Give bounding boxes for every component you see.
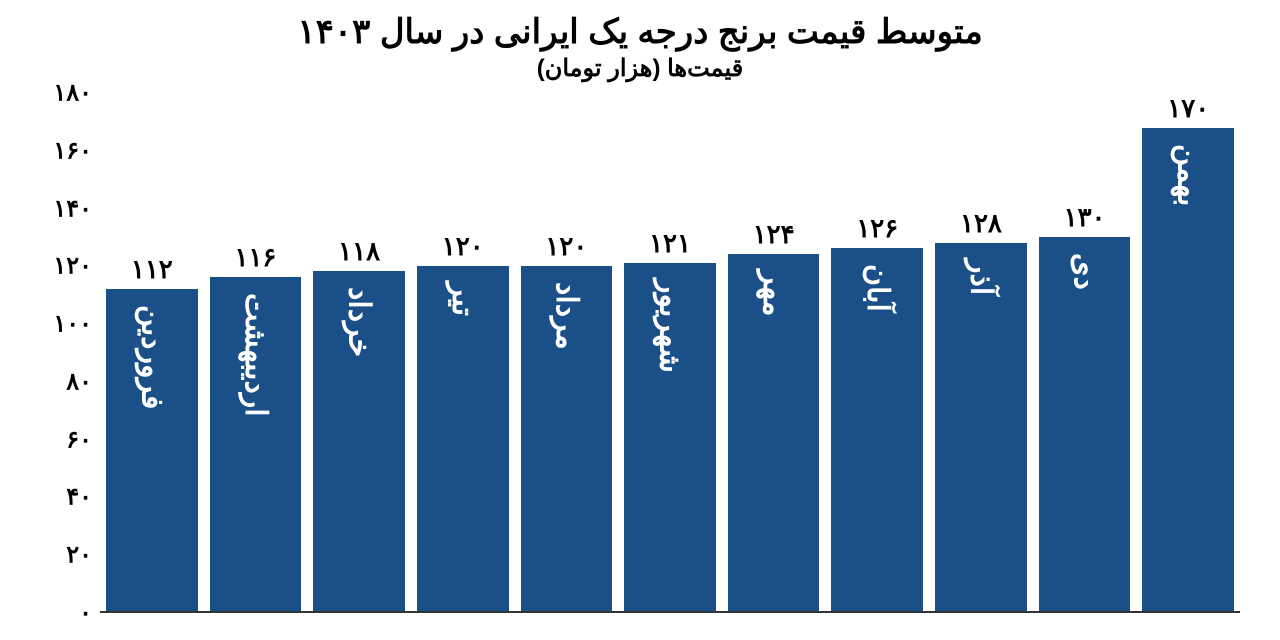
bar-category-label: اردیبهشت bbox=[238, 293, 273, 417]
y-tick: ۴۰ bbox=[66, 483, 92, 512]
y-tick: ۱۲۰ bbox=[53, 252, 92, 281]
bar-value-label: ۱۲۴ bbox=[753, 219, 795, 250]
bar-category-label: بهمن bbox=[1171, 144, 1206, 206]
y-tick: ۱۰۰ bbox=[53, 310, 92, 339]
bar-rect: فروردین bbox=[106, 289, 198, 611]
bar-column: ۱۷۰ بهمن bbox=[1136, 93, 1240, 611]
bar-category-label: آبان bbox=[860, 264, 895, 312]
bar-category-label: تیر bbox=[445, 282, 480, 316]
bar-rect: تیر bbox=[417, 266, 509, 611]
bar-rect: دی bbox=[1039, 237, 1131, 611]
bar-rect: اردیبهشت bbox=[210, 277, 302, 611]
chart-container: متوسط قیمت برنج درجه یک ایرانی در سال ۱۴… bbox=[0, 0, 1280, 640]
bar-column: ۱۲۱ شهریور bbox=[618, 93, 722, 611]
bar-value-label: ۱۱۲ bbox=[131, 254, 173, 285]
bar-column: ۱۲۴ مهر bbox=[722, 93, 826, 611]
chart-title: متوسط قیمت برنج درجه یک ایرانی در سال ۱۴… bbox=[40, 12, 1240, 52]
bar-value-label: ۱۲۱ bbox=[649, 228, 691, 259]
y-tick: ۶۰ bbox=[66, 425, 92, 454]
bar-value-label: ۱۲۶ bbox=[856, 213, 898, 244]
bar-rect: خرداد bbox=[313, 271, 405, 611]
bar-column: ۱۱۲ فروردین bbox=[100, 93, 204, 611]
bar-rect: مرداد bbox=[521, 266, 613, 611]
bar-category-label: مهر bbox=[756, 270, 791, 316]
y-axis: ۰۲۰۴۰۶۰۸۰۱۰۰۱۲۰۱۴۰۱۶۰۱۸۰ bbox=[40, 93, 100, 613]
plot-area: ۰۲۰۴۰۶۰۸۰۱۰۰۱۲۰۱۴۰۱۶۰۱۸۰ ۱۱۲فروردین۱۱۶ار… bbox=[40, 93, 1240, 613]
y-tick: ۱۸۰ bbox=[53, 79, 92, 108]
bar-column: ۱۱۶ اردیبهشت bbox=[204, 93, 308, 611]
bar-category-label: مرداد bbox=[549, 282, 584, 350]
bar-rect: مهر bbox=[728, 254, 820, 611]
bar-rect: آبان bbox=[831, 248, 923, 611]
bar-column: ۱۲۸ آذر bbox=[929, 93, 1033, 611]
bar-rect: بهمن bbox=[1142, 128, 1234, 611]
bar-category-label: خرداد bbox=[342, 287, 377, 357]
y-tick: ۱۴۰ bbox=[53, 194, 92, 223]
y-tick: ۱۶۰ bbox=[53, 136, 92, 165]
bar-column: ۱۳۰ دی bbox=[1033, 93, 1137, 611]
bars-area: ۱۱۲ فروردین ۱۱۶ اردیبهشت ۱۱۸ خرداد ۱۲۰ تیر ۱۲۰ مر… bbox=[100, 93, 1240, 613]
bar-rect: شهریور bbox=[624, 263, 716, 611]
bar-value-label: ۱۳۰ bbox=[1064, 202, 1106, 233]
bar-column: ۱۲۰ تیر bbox=[411, 93, 515, 611]
bar-value-label: ۱۱۸ bbox=[338, 236, 380, 267]
y-tick: ۸۰ bbox=[66, 367, 92, 396]
bar-column: ۱۱۸ خرداد bbox=[307, 93, 411, 611]
bar-value-label: ۱۲۰ bbox=[442, 231, 484, 262]
bar-value-label: ۱۲۰ bbox=[545, 231, 587, 262]
bar-value-label: ۱۲۸ bbox=[960, 208, 1002, 239]
bar-value-label: ۱۷۰ bbox=[1167, 93, 1209, 124]
y-tick: ۲۰ bbox=[66, 541, 92, 570]
y-tick: ۰ bbox=[79, 599, 92, 628]
bar-column: ۱۲۰ مرداد bbox=[515, 93, 619, 611]
bar-value-label: ۱۱۶ bbox=[235, 242, 277, 273]
bar-column: ۱۲۶ آبان bbox=[825, 93, 929, 611]
bar-category-label: شهریور bbox=[653, 279, 688, 373]
bar-category-label: فروردین bbox=[134, 305, 169, 409]
chart-subtitle: قیمت‌ها (هزار تومان) bbox=[40, 54, 1240, 83]
bar-category-label: دی bbox=[1067, 253, 1102, 290]
bar-category-label: آذر bbox=[963, 259, 998, 295]
bar-rect: آذر bbox=[935, 243, 1027, 611]
